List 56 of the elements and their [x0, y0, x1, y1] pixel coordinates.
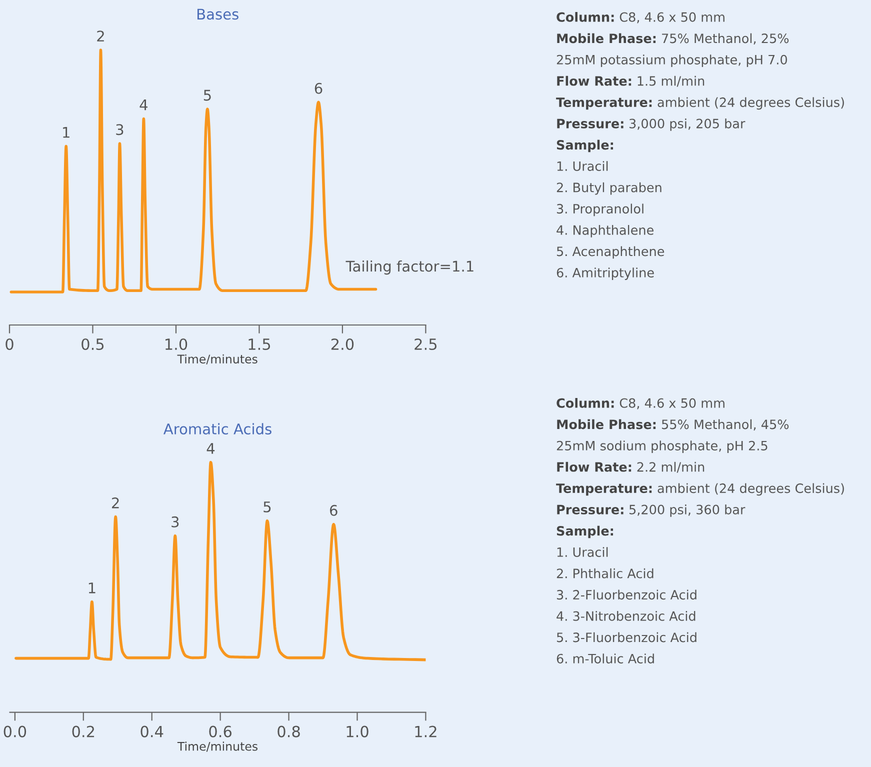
text: 1. Uracil — [557, 547, 608, 557]
chart-title: Aromatic Acids — [163, 423, 272, 434]
annotation: 2 — [97, 30, 104, 42]
text: Flow Rate: 2.2 ml/min — [557, 462, 704, 473]
text: Pressure: 5,200 psi, 360 bar — [557, 504, 746, 517]
annotation: 1 — [88, 582, 96, 594]
annotation: 6 — [314, 82, 322, 94]
text: Sample: — [556, 526, 614, 538]
x-axis-title: Time/minutes — [177, 354, 258, 364]
annotation: 4 — [206, 443, 215, 454]
annotation: 3 — [116, 124, 124, 136]
x-tick-label: 1.0 — [166, 338, 188, 350]
text: 2. Phthalic Acid — [556, 568, 654, 578]
annotation: 6 — [330, 504, 338, 516]
x-tick-label: 2.0 — [331, 338, 354, 350]
x-tick-label: 0.2 — [72, 726, 94, 738]
x-tick-label: 0.6 — [209, 726, 232, 738]
text: Pressure: 3,000 psi, 205 bar — [557, 118, 746, 131]
text: Mobile Phase: 75% Methanol, 25% — [557, 33, 789, 44]
x-tick-label: 0.4 — [140, 726, 164, 738]
annotation: 1 — [63, 127, 70, 138]
x-tick-label: 0.0 — [4, 726, 26, 738]
text: 25mM potassium phosphate, pH 7.0 — [556, 54, 788, 67]
chart-title: Bases — [197, 8, 238, 20]
x-tick-label: 0 — [6, 338, 14, 350]
x-tick-label: 1.2 — [415, 726, 436, 738]
text: 5. 3-Fluorbenzoic Acid — [556, 632, 696, 642]
x-tick-label: 0.8 — [278, 726, 300, 738]
text: Mobile Phase: 55% Methanol, 45% — [557, 419, 789, 430]
annotation: 3 — [172, 516, 179, 528]
x-tick-label: 0.5 — [82, 338, 104, 350]
text: Temperature: ambient (24 degrees Celsius) — [556, 97, 844, 110]
x-tick-label: 1.0 — [346, 726, 368, 738]
x-tick-label: 1.5 — [248, 338, 270, 350]
text: Temperature: ambient (24 degrees Celsius) — [556, 483, 844, 496]
annotation: 5 — [264, 502, 271, 512]
text: Sample: — [556, 140, 614, 152]
text: 4. 3-Nitrobenzoic Acid — [556, 611, 696, 621]
text: 25mM sodium phosphate, pH 2.5 — [556, 440, 768, 453]
x-tick-label: 2.5 — [414, 338, 437, 350]
text: 4. Naphthalene — [556, 225, 654, 238]
text: 6. m-Toluic Acid — [556, 654, 654, 664]
annotation: Tailing factor=1.1 — [346, 260, 474, 275]
text: Column: C8, 4.6 x 50 mm — [556, 398, 724, 410]
text: 1. Uracil — [557, 161, 608, 171]
text: 3. 2-Fluorbenzoic Acid — [556, 590, 696, 600]
text: 6. Amitriptyline — [556, 268, 654, 280]
text: Flow Rate: 1.5 ml/min — [557, 76, 704, 87]
annotation: 4 — [140, 100, 148, 110]
annotation: 2 — [112, 497, 119, 508]
text: 5. Acenaphthene — [556, 246, 664, 259]
text: Column: C8, 4.6 x 50 mm — [556, 12, 724, 24]
text: 3. Propranolol — [556, 204, 644, 216]
x-axis-title: Time/minutes — [177, 742, 258, 752]
text: 2. Butyl paraben — [556, 182, 662, 195]
annotation: 5 — [204, 90, 211, 101]
